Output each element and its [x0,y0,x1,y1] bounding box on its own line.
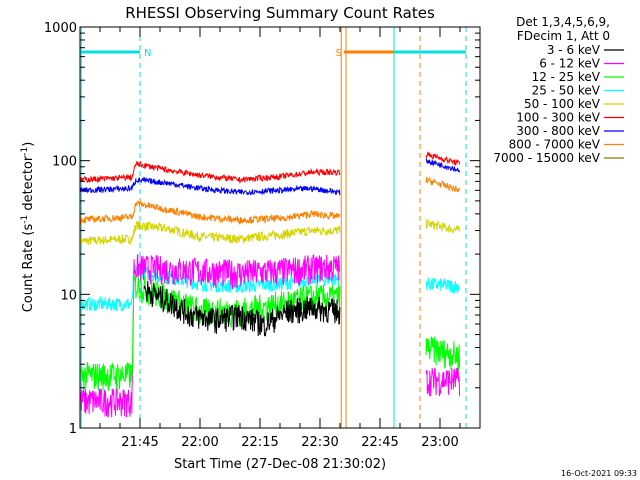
y-axis-label-part3: ) [21,142,36,147]
legend-label: 7000 - 15000 keV [493,151,600,165]
legend-header: Det 1,3,4,5,6,9, FDecim 1, Att 0 [516,15,610,43]
x-tick-label: 23:00 [421,435,458,450]
x-tick-label: 22:45 [361,435,398,450]
annotation-label-n: N [144,48,151,59]
series-line-6-12-keV [79,253,461,418]
series-line-12-25-keV [79,274,461,392]
chart-title: RHESSI Observing Summary Count Rates [125,4,435,22]
series-line-800-7000-keV [79,176,461,226]
series-line-50-100-keV [79,218,461,247]
series-layer [79,151,461,418]
y-axis-label: Count Rate (s-1 detector-1) [20,142,36,313]
y-axis-label-sup1: -1 [20,215,30,224]
y-tick-label: 10 [60,288,77,303]
x-tick-label: 21:45 [121,435,158,450]
legend-label: 300 - 800 keV [516,124,600,138]
footer-date: 16-Oct-2021 09:33 [561,469,637,478]
legend-label: 800 - 7000 keV [509,138,601,152]
y-tick-label: 1 [69,422,77,437]
annotation-label-s: S [336,48,342,59]
y-tick-label: 100 [52,155,77,170]
x-axis: 21:45 22:00 22:15 22:30 22:45 23:00 [79,27,481,450]
y-axis-label-part2: detector [21,155,36,215]
series-line-3-6-keV [143,280,341,337]
x-tick-label: 22:00 [181,435,218,450]
legend-label: 25 - 50 keV [532,84,601,98]
legend-label: 50 - 100 keV [524,97,601,111]
x-tick-label: 22:15 [241,435,278,450]
y-tick-label: 1000 [44,21,77,36]
legend-label: 100 - 300 keV [516,111,600,125]
x-tick-label: 22:30 [301,435,338,450]
y-axis-label-sup2: -1 [20,147,30,156]
legend-label: 12 - 25 keV [532,70,601,84]
legend-header-line2: FDecim 1, Att 0 [517,29,610,43]
legend-header-line1: Det 1,3,4,5,6,9, [516,15,610,29]
series-line-300-800-keV [79,157,461,196]
series-line-100-300-keV [79,151,461,185]
y-axis-label-part1: Count Rate (s [21,224,36,313]
x-axis-label: Start Time (27-Dec-08 21:30:02) [174,457,386,472]
y-axis: 1 10 100 1000 [44,21,480,437]
legend-label: 6 - 12 keV [539,57,601,71]
legend-label: 3 - 6 keV [547,43,601,57]
